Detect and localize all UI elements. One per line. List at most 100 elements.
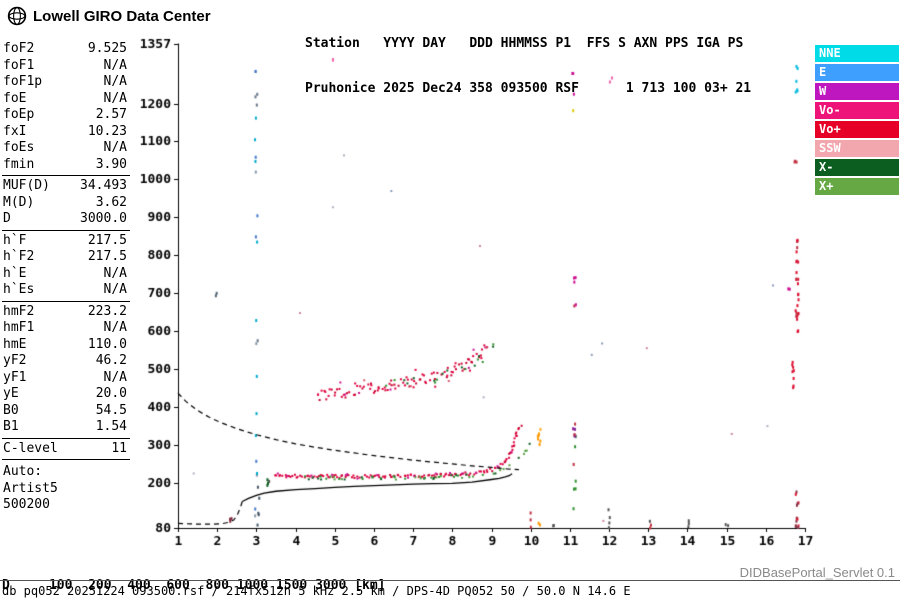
legend-label: X+ xyxy=(819,179,834,193)
legend-item-nne: NNE xyxy=(815,45,899,62)
param-row-foep: foEp 2.57 xyxy=(2,107,130,124)
param-group-divider xyxy=(2,459,130,460)
legend-label: NNE xyxy=(819,46,841,60)
param-row-clevel: C-level 11 xyxy=(2,441,130,458)
distance-row: D 100 200 400 600 800 1000 1500 3000 [km… xyxy=(2,578,386,593)
app-title: Lowell GIRO Data Center xyxy=(33,7,211,25)
param-value: 110.0 xyxy=(87,336,127,352)
param-value: N/A xyxy=(103,90,127,106)
legend-item-w: W xyxy=(815,83,899,100)
param-value: N/A xyxy=(103,140,127,155)
param-row-md: M(D) 3.62 xyxy=(2,195,130,212)
param-value: 20.0 xyxy=(95,386,127,401)
param-row-hmf2: hmF2 223.2 xyxy=(2,304,130,321)
param-row-hmf1: hmF1 N/A xyxy=(2,320,130,337)
legend-label: Vo- xyxy=(819,103,841,117)
param-row-foes: foEs N/A xyxy=(2,140,130,157)
param-value: N/A xyxy=(103,74,127,89)
doppler-direction-legend: NNE E W Vo- Vo+ SSW X- X+ xyxy=(815,45,899,195)
param-value: 2.57 xyxy=(95,107,127,122)
param-value: 10.23 xyxy=(87,123,127,139)
param-label: h`F2 xyxy=(3,249,35,264)
param-row-he: h`E N/A xyxy=(2,266,130,283)
param-value: 34.493 xyxy=(80,178,127,193)
param-value: 11 xyxy=(111,440,127,456)
param-row-fof1: foF1 N/A xyxy=(2,58,130,75)
param-label: foF1p xyxy=(3,74,43,89)
param-row-hes: h`Es N/A xyxy=(2,282,130,299)
param-value: N/A xyxy=(103,265,127,281)
param-row-hme: hmE 110.0 xyxy=(2,337,130,354)
param-label: foEs xyxy=(3,140,35,155)
param-row-yf1: yF1 N/A xyxy=(2,370,130,387)
param-row-fof2: foF2 9.525 xyxy=(2,41,130,58)
param-row-hf: h`F 217.5 xyxy=(2,233,130,250)
param-row-mufd: MUF(D) 34.493 xyxy=(2,178,130,195)
param-row-ye: yE 20.0 xyxy=(2,386,130,403)
param-group-divider xyxy=(2,300,130,302)
param-value: 1.54 xyxy=(95,419,127,434)
param-group-divider xyxy=(2,437,130,439)
param-label: D xyxy=(3,211,11,226)
param-row-d: D 3000.0 xyxy=(2,211,130,228)
legend-item-e: E xyxy=(815,64,899,81)
param-value: N/A xyxy=(103,282,127,297)
param-value: 54.5 xyxy=(95,402,127,418)
param-value: 217.5 xyxy=(87,249,127,264)
param-label: foE xyxy=(3,90,27,106)
legend-item-ssw: SSW xyxy=(815,140,899,157)
param-row-fmin: fmin 3.90 xyxy=(2,157,130,174)
legend-item-x: X- xyxy=(815,159,899,176)
servlet-version-label: DIDBasePortal_Servlet 0.1 xyxy=(739,565,895,580)
param-value: 3.62 xyxy=(95,194,127,210)
param-label: hmF1 xyxy=(3,320,35,335)
param-row-fxi: fxI 10.23 xyxy=(2,124,130,141)
auto-scaler-name: Artist5 xyxy=(3,480,58,496)
auto-scaler-label: Auto: xyxy=(3,464,43,479)
param-row-yf2: yF2 46.2 xyxy=(2,353,130,370)
auto-scaler-code: 500200 xyxy=(3,497,50,512)
param-label: C-level xyxy=(3,440,58,456)
autoscaling-block: Auto: Artist5 500200 xyxy=(2,464,130,514)
param-label: fmin xyxy=(3,156,35,172)
station-header-columns: Station YYYY DAY DDD HHMMSS P1 FFS S AXN… xyxy=(305,36,744,51)
param-label: foF2 xyxy=(3,41,35,56)
param-value: N/A xyxy=(103,369,127,385)
legend-label: SSW xyxy=(819,141,841,155)
param-row-fof1p: foF1p N/A xyxy=(2,74,130,91)
param-value: N/A xyxy=(103,57,127,73)
param-group-divider xyxy=(2,229,130,231)
station-header: Station YYYY DAY DDD HHMMSS P1 FFS S AXN… xyxy=(305,6,751,126)
legend-label: Vo+ xyxy=(819,122,841,136)
param-label: h`Es xyxy=(3,282,35,297)
param-label: yE xyxy=(3,386,19,401)
giro-logo-icon xyxy=(7,6,27,26)
param-row-b0: B0 54.5 xyxy=(2,403,130,420)
muf-distance-table: D 100 200 400 600 800 1000 1500 3000 [km… xyxy=(2,550,393,600)
legend-item-x: X+ xyxy=(815,178,899,195)
param-value: 3.90 xyxy=(95,156,127,172)
file-info-line: db pq052 20251224 093500.rsf / 214fx512h… xyxy=(2,584,631,598)
param-label: MUF(D) xyxy=(3,178,50,193)
param-value: 3000.0 xyxy=(80,211,127,226)
param-row-foe: foE N/A xyxy=(2,91,130,108)
param-label: hmE xyxy=(3,336,27,352)
station-header-values: Pruhonice 2025 Dec24 358 093500 RSF 1 71… xyxy=(305,81,752,96)
param-label: yF1 xyxy=(3,369,27,385)
param-group-divider xyxy=(2,175,130,176)
param-label: B0 xyxy=(3,402,19,418)
param-label: M(D) xyxy=(3,194,35,210)
param-value: 9.525 xyxy=(87,41,127,56)
param-label: h`F xyxy=(3,232,27,248)
param-value: N/A xyxy=(103,320,127,335)
param-label: foEp xyxy=(3,107,35,122)
param-value: 223.2 xyxy=(87,303,127,319)
param-row-hf2: h`F2 217.5 xyxy=(2,249,130,266)
param-label: foF1 xyxy=(3,57,35,73)
param-label: fxI xyxy=(3,123,27,139)
legend-label: X- xyxy=(819,160,834,174)
legend-item-vo: Vo+ xyxy=(815,121,899,138)
param-label: B1 xyxy=(3,419,19,434)
